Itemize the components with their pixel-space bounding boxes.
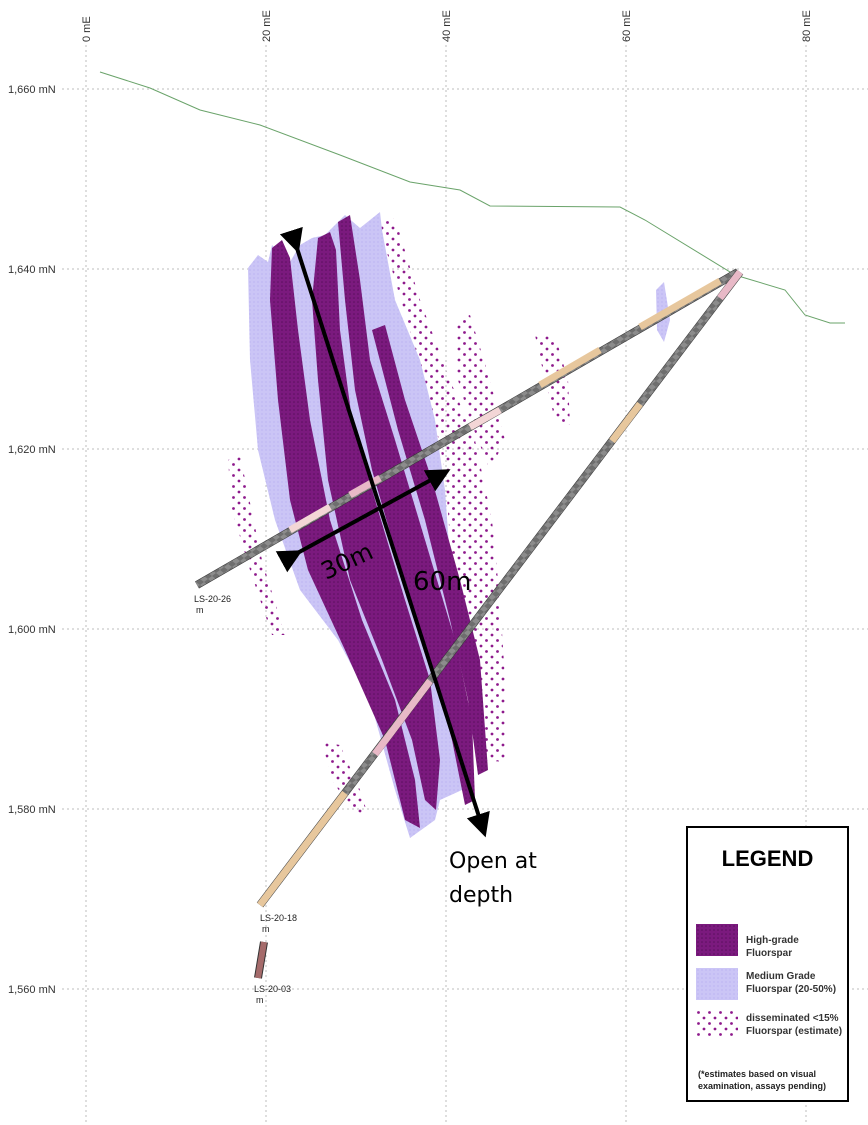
hole-label-unit: m <box>256 995 264 1005</box>
legend-label-high-grade: High-grade Fluorspar <box>746 935 799 959</box>
legend-label-medium-line2: Fluorspar (20-50%) <box>746 984 837 995</box>
y-tick-label: 1,560 mN <box>8 984 56 996</box>
y-tick-label: 1,620 mN <box>8 444 56 456</box>
x-axis-labels: 0 mE 20 mE 40 mE 60 mE 80 mE <box>81 10 813 42</box>
legend-label-dissem-line1: disseminated <15% <box>746 1013 839 1024</box>
y-tick-label: 1,660 mN <box>8 84 56 96</box>
medium-grade-swatch <box>696 968 738 1000</box>
y-tick-label: 1,640 mN <box>8 264 56 276</box>
hole-label-unit: m <box>262 924 270 934</box>
width-arrow <box>275 469 451 573</box>
legend-note-line2: examination, assays pending) <box>698 1081 827 1091</box>
x-tick-label: 80 mE <box>801 10 813 42</box>
legend-item-medium-grade: Medium Grade Fluorspar (20-50%) <box>696 968 846 1002</box>
hole-label-unit: m <box>196 605 204 615</box>
x-tick-label: 20 mE <box>261 10 273 42</box>
x-tick-label: 60 mE <box>621 10 633 42</box>
y-axis-labels: 1,660 mN 1,640 mN 1,620 mN 1,600 mN 1,580 mN… <box>8 84 56 996</box>
length-annotation: 60m <box>413 567 471 597</box>
legend-label-disseminated: disseminated <15% Fluorspar (estimate) <box>746 1012 842 1038</box>
open-at-depth-line1: Open at <box>449 849 537 874</box>
y-tick-label: 1,600 mN <box>8 624 56 636</box>
legend-label-dissem-line2: Fluorspar (estimate) <box>746 1026 843 1037</box>
topography-line <box>99 71 845 324</box>
legend-title: LEGEND <box>721 846 814 871</box>
y-tick-label: 1,580 mN <box>8 804 56 816</box>
disseminated-swatch <box>696 1010 738 1038</box>
x-tick-label: 40 mE <box>441 10 453 42</box>
legend-label-medium-line1: Medium Grade <box>746 971 816 982</box>
drill-hole-ls-20-03 <box>254 941 268 979</box>
legend-item-high-grade: High-grade Fluorspar <box>696 924 846 959</box>
hole-label-ls-20-26: LS-20-26 <box>194 594 231 604</box>
hole-label-ls-20-18: LS-20-18 <box>260 913 297 923</box>
legend-label-medium-grade: Medium Grade Fluorspar (20-50%) <box>746 970 836 996</box>
hole-label-ls-20-03: LS-20-03 <box>254 984 291 994</box>
high-grade-swatch <box>696 924 738 956</box>
legend-note: (*estimates based on visual examination,… <box>698 1068 843 1092</box>
legend-box: LEGEND High-grade Fluorspar Medium Grade… <box>686 826 849 1102</box>
legend-item-disseminated: disseminated <15% Fluorspar (estimate) <box>696 1010 846 1044</box>
x-tick-label: 0 mE <box>81 16 93 42</box>
open-at-depth-line2: depth <box>449 883 513 908</box>
legend-note-line1: (*estimates based on visual <box>698 1069 817 1079</box>
